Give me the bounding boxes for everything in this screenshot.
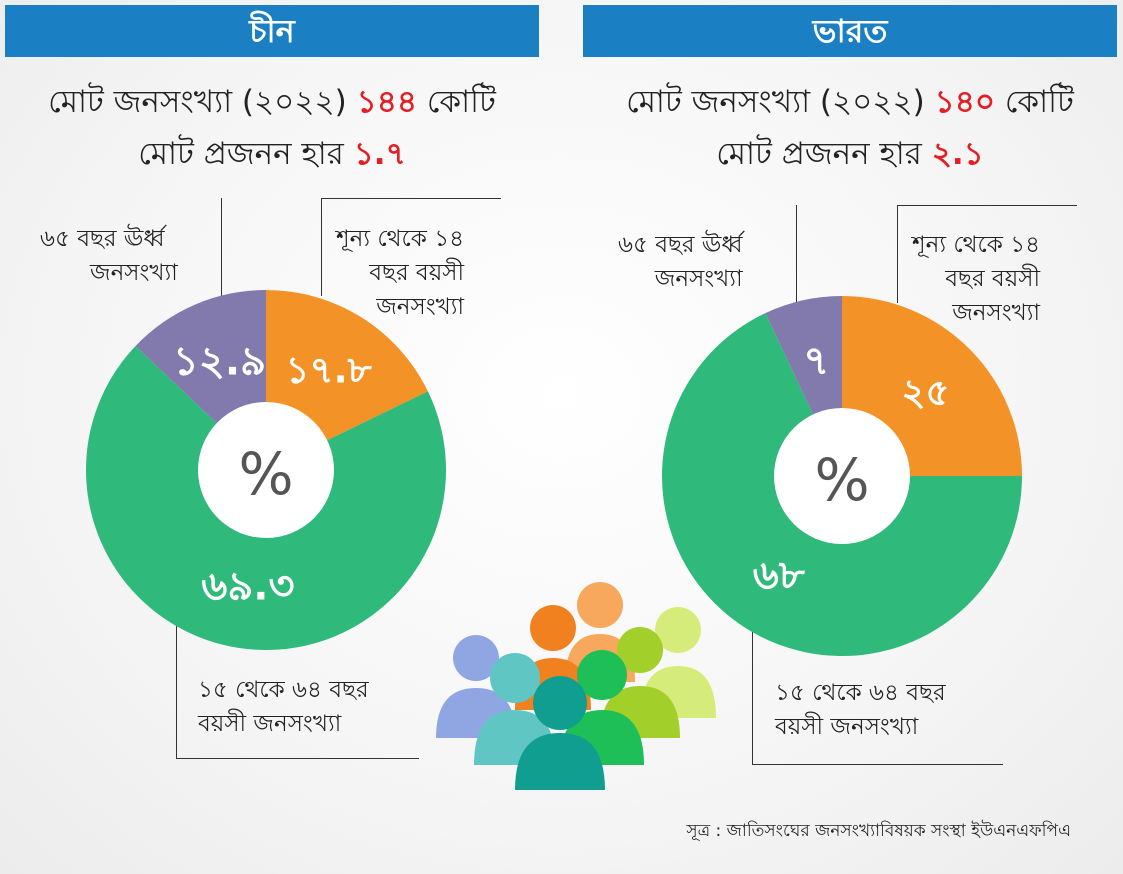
china-slice-label-2: ১২.৯ [173, 339, 266, 385]
india-young-callout [897, 205, 898, 303]
india-old-label: ৬৫ বছর ঊর্ধ্ব জনসংখ্যা [618, 232, 743, 292]
india-slice-label-0: ২৫ [901, 371, 949, 414]
india-header: ভারত [583, 5, 1117, 57]
china-slice-label-0: ১৭.৮ [286, 348, 373, 391]
china-population-line: মোট জনসংখ্যা (২০২২) ১৪৪ কোটি [48, 84, 496, 120]
india-young-label: শূন্য থেকে ১৪ বছর বয়সী জনসংখ্যা [912, 232, 1041, 326]
china-pie-chart: ১৭.৮ ৬৯.৩ ১২.৯% [86, 290, 446, 650]
china-young-label: শূন্য থেকে ১৪ বছর বয়সী জনসংখ্যা [336, 226, 465, 320]
india-young-callout-top [897, 205, 1077, 206]
china-old-label: ৬৫ বছর ঊর্ধ্ব জনসংখ্যা [40, 226, 178, 286]
china-pie-center [198, 402, 334, 538]
china-fertility-value: ১.৭ [353, 136, 406, 172]
china-old-callout [221, 198, 222, 296]
india-population-value: ১৪০ [934, 84, 995, 120]
india-population-line: মোট জনসংখ্যা (২০২২) ১৪০ কোটি [626, 84, 1074, 120]
china-young-callout [321, 198, 322, 296]
source-note: সূত্র : জাতিসংঘের জনসংখ্যাবিষয়ক সংস্থা … [686, 821, 1071, 841]
china-young-callout-top [321, 198, 501, 199]
china-percent-symbol: % [238, 440, 293, 508]
china-working-label: ১৫ থেকে ৬৪ বছর বয়সী জনসংখ্যা [198, 677, 369, 737]
india-fertility-line: মোট প্রজনন হার ২.১ [716, 136, 984, 172]
india-fertility-value: ২.১ [931, 136, 984, 172]
india-slice-label-1: ৬৮ [753, 553, 806, 599]
india-pie-center [774, 408, 910, 544]
china-working-callout [176, 624, 419, 759]
india-percent-symbol: % [814, 446, 869, 514]
india-working-callout [752, 630, 1003, 765]
china-slice-label-1: ৬৯.৩ [201, 564, 294, 610]
india-slice-label-2: ৭ [803, 338, 829, 384]
china-header: চীন [5, 5, 539, 57]
person-figure [515, 676, 605, 790]
china-fertility-line: মোট প্রজনন হার ১.৭ [138, 136, 406, 172]
china-population-value: ১৪৪ [356, 84, 417, 120]
india-working-label: ১৫ থেকে ৬৪ বছর বয়সী জনসংখ্যা [775, 680, 946, 740]
people-group-icon [436, 582, 716, 790]
india-pie-chart: ২৫ ৬৮ ৭% [662, 296, 1022, 657]
india-old-callout [796, 205, 797, 310]
